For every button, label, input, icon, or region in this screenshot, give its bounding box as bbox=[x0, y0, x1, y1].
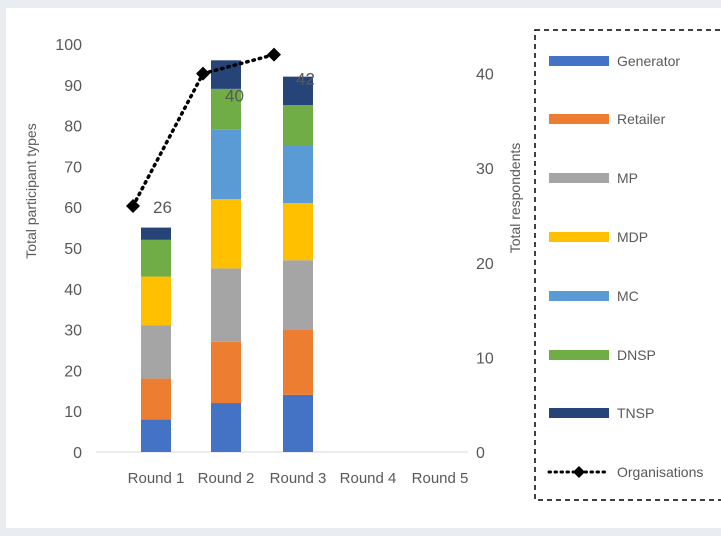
stacked-bar-line-chart: 0 10 20 30 40 50 60 70 80 90 100 0 10 20 30 40 Total par… bbox=[23, 29, 721, 501]
bar-segment bbox=[211, 341, 241, 404]
x-tick-label: Round 4 bbox=[340, 470, 397, 487]
legend-marker bbox=[573, 466, 585, 478]
bar-segment bbox=[283, 260, 313, 330]
bar-segment bbox=[141, 325, 171, 379]
y-tick-label: 70 bbox=[64, 159, 82, 176]
y-tick-label: 50 bbox=[64, 241, 82, 258]
bar-segment bbox=[283, 203, 313, 261]
legend-swatch bbox=[549, 350, 609, 360]
organisations-marker bbox=[267, 47, 281, 62]
y2-tick-label: 0 bbox=[476, 445, 485, 462]
data-label: 26 bbox=[153, 198, 172, 217]
legend-swatch bbox=[549, 173, 609, 183]
bar-segment bbox=[211, 88, 241, 130]
x-tick-label: Round 2 bbox=[198, 470, 255, 487]
y-tick-label: 0 bbox=[73, 445, 82, 462]
y2-tick-label: 20 bbox=[476, 256, 494, 273]
bar-segment bbox=[283, 146, 313, 204]
legend-label: DNSP bbox=[617, 347, 656, 363]
legend-swatch bbox=[549, 232, 609, 242]
bar-segment bbox=[141, 239, 171, 277]
bar-segment bbox=[141, 227, 171, 240]
organisations-marker bbox=[126, 199, 140, 214]
bar-segment bbox=[283, 394, 313, 452]
legend-swatch bbox=[549, 291, 609, 301]
y2-tick-label: 10 bbox=[476, 350, 494, 367]
bar-segment bbox=[211, 129, 241, 200]
y2-tick-label: 30 bbox=[476, 161, 494, 178]
legend-label: Organisations bbox=[617, 464, 703, 480]
data-label: 40 bbox=[225, 87, 244, 106]
legend-swatch bbox=[549, 56, 609, 66]
bar-segment bbox=[211, 268, 241, 342]
legend-swatch bbox=[549, 408, 609, 418]
y-tick-label: 100 bbox=[55, 37, 82, 54]
legend-swatch bbox=[549, 114, 609, 124]
organisations-marker bbox=[196, 66, 210, 81]
bar-segment bbox=[283, 76, 313, 106]
bar-segment bbox=[211, 403, 241, 452]
y-tick-label: 60 bbox=[64, 200, 82, 217]
legend-label: Retailer bbox=[617, 111, 666, 127]
legend-label: MP bbox=[617, 170, 638, 186]
bar-segment bbox=[141, 276, 171, 326]
legend-label: TNSP bbox=[617, 405, 654, 421]
y-tick-label: 20 bbox=[64, 363, 82, 380]
x-tick-label: Round 3 bbox=[270, 470, 327, 487]
legend-label: MDP bbox=[617, 229, 648, 245]
data-label: 42 bbox=[296, 70, 315, 89]
y-axis-title: Total participant types bbox=[23, 123, 39, 258]
x-tick-label: Round 1 bbox=[128, 470, 185, 487]
bar-segment bbox=[141, 419, 171, 452]
legend-label: MC bbox=[617, 288, 639, 304]
y-tick-label: 80 bbox=[64, 119, 82, 136]
x-tick-label: Round 5 bbox=[412, 470, 469, 487]
y-tick-label: 90 bbox=[64, 78, 82, 95]
chart-panel: 0 10 20 30 40 50 60 70 80 90 100 0 10 20 30 40 Total par… bbox=[6, 8, 721, 528]
y-tick-label: 30 bbox=[64, 323, 82, 340]
bar-segment bbox=[211, 199, 241, 269]
y-tick-label: 10 bbox=[64, 404, 82, 421]
legend-label: Generator bbox=[617, 53, 680, 69]
bar-segment bbox=[283, 329, 313, 395]
y2-axis-title: Total respondents bbox=[507, 143, 523, 254]
y-tick-label: 40 bbox=[64, 282, 82, 299]
legend-box bbox=[534, 29, 721, 501]
bar-segment bbox=[141, 378, 171, 420]
y2-tick-label: 40 bbox=[476, 67, 494, 84]
bar-segment bbox=[283, 105, 313, 146]
